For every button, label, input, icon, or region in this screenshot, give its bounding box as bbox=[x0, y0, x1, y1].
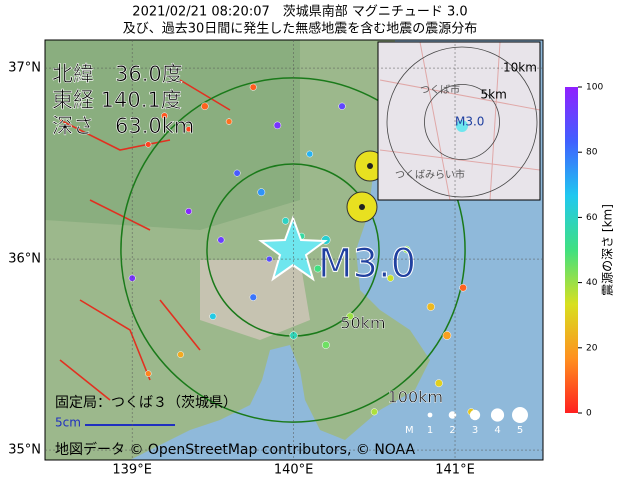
lon-tick-label: 139°E bbox=[112, 463, 152, 478]
earthquake bbox=[145, 370, 152, 377]
info-line: 北緯 36.0度 bbox=[52, 62, 183, 86]
mag-legend-circle bbox=[427, 412, 433, 418]
earthquake bbox=[281, 217, 290, 225]
earthquake bbox=[346, 312, 354, 321]
mag-legend-circle bbox=[512, 407, 528, 423]
subtitle: 及び、過去30日間に発生した無感地震を含む地震の震源分布 bbox=[123, 21, 478, 37]
mag-legend-tick: 5 bbox=[517, 425, 523, 436]
colorbar-label: 震源の深さ [km] bbox=[601, 204, 615, 296]
faults bbox=[59, 79, 231, 401]
earthquake bbox=[370, 408, 378, 416]
mag-legend-circle bbox=[469, 409, 481, 421]
earthquake bbox=[289, 331, 298, 340]
colorbar-tick-label: 40 bbox=[586, 278, 598, 288]
colorbar-tick-label: 60 bbox=[586, 213, 598, 223]
earthquake bbox=[249, 293, 257, 301]
earthquake bbox=[442, 331, 452, 340]
info-line: 東経 140.1度 bbox=[52, 88, 182, 112]
ring-label: 100km bbox=[388, 387, 443, 406]
mag-legend-tick: 4 bbox=[494, 425, 500, 436]
mag-legend-label: M bbox=[405, 425, 414, 436]
inset-ring-label: 10km bbox=[503, 61, 537, 75]
earthquake bbox=[306, 150, 314, 158]
colorbar-tick-label: 20 bbox=[586, 343, 598, 353]
inset: 5km 10km つくば市 つくばみらい市 M3.0 bbox=[378, 42, 540, 200]
earthquake bbox=[434, 379, 443, 388]
lon-tick-label: 140°E bbox=[274, 463, 314, 478]
scale-label: 5cm bbox=[55, 416, 81, 430]
inset-ring bbox=[386, 46, 538, 198]
earthquake bbox=[273, 121, 282, 130]
colorbar bbox=[565, 87, 578, 413]
earthquake bbox=[185, 207, 193, 215]
earthquake bbox=[402, 245, 411, 254]
earthquake bbox=[249, 83, 257, 91]
lat-tick-label: 37°N bbox=[8, 61, 41, 76]
magnitude-label: M3.0 bbox=[318, 241, 416, 287]
map-frame bbox=[44, 39, 544, 461]
mag-legend-tick: 3 bbox=[472, 425, 478, 436]
mag-legend-circle bbox=[490, 408, 505, 422]
earthquake bbox=[209, 312, 217, 320]
title: 2021/02/21 08:20:07 茨城県南部 マグニチュード 3.0 bbox=[132, 4, 467, 20]
inset-frame bbox=[377, 41, 541, 201]
lat-tick-label: 35°N bbox=[8, 443, 41, 458]
ring-label: 50km bbox=[340, 313, 385, 332]
attribution: 地図データ © OpenStreetMap contributors, © NO… bbox=[55, 441, 416, 458]
earthquake bbox=[338, 102, 346, 110]
earthquake bbox=[145, 141, 152, 148]
info-line: 深さ 63.0km bbox=[52, 114, 194, 138]
mag-legend-tick: 2 bbox=[449, 425, 455, 436]
earthquake bbox=[225, 118, 233, 125]
earthquake bbox=[426, 302, 435, 311]
colorbar-tick-label: 100 bbox=[586, 83, 603, 93]
earthquake bbox=[161, 112, 168, 120]
colorbar-tick-label: 80 bbox=[586, 148, 598, 158]
inset-ring bbox=[424, 84, 500, 160]
lon-tick-label: 141°E bbox=[435, 463, 475, 478]
inset-epicenter bbox=[456, 120, 468, 132]
inset-ring-label: 5km bbox=[481, 88, 507, 102]
earthquake bbox=[201, 102, 209, 111]
earthquake bbox=[233, 169, 241, 177]
place: つくばみらい市 bbox=[395, 168, 465, 181]
magnitude-legend: M 1 2 3 4 5 bbox=[405, 407, 528, 436]
station: 固定局：つくば３（茨城県） bbox=[55, 395, 237, 411]
epicenter-star bbox=[258, 215, 328, 282]
mag-legend-circle bbox=[448, 411, 457, 419]
earthquake bbox=[257, 188, 266, 197]
earthquake bbox=[177, 351, 184, 358]
earthquake bbox=[185, 126, 192, 133]
earthquake bbox=[459, 283, 467, 292]
mag-legend-tick: 1 bbox=[427, 425, 433, 436]
earthquake bbox=[217, 236, 225, 244]
lat-tick-label: 36°N bbox=[8, 252, 41, 267]
inset-magnitude: M3.0 bbox=[455, 115, 484, 129]
distance-ring bbox=[120, 77, 466, 423]
colorbar-tick-label: 0 bbox=[586, 409, 592, 419]
place: つくば市 bbox=[420, 83, 460, 96]
earthquake bbox=[314, 264, 322, 273]
earthquake bbox=[321, 341, 330, 349]
earthquake bbox=[386, 274, 394, 282]
